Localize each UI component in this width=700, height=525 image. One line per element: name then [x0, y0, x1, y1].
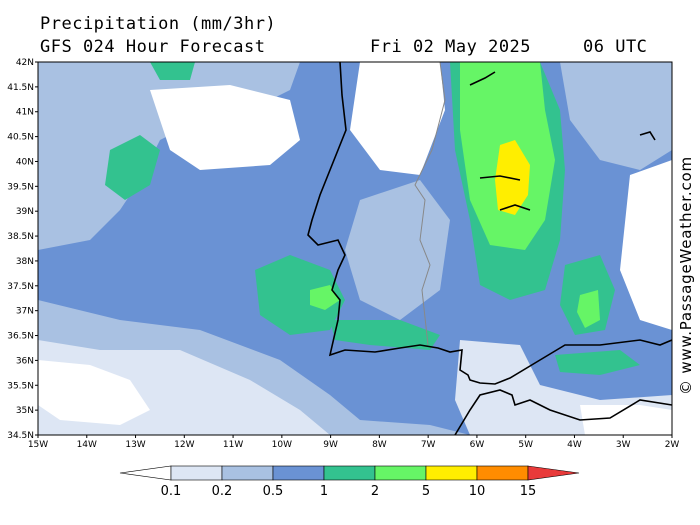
field-bright-green-se — [577, 290, 600, 328]
field-green-west — [105, 135, 160, 200]
precipitation-legend: 0.1 0.2 0.5 1 2 5 10 15 — [119, 465, 580, 499]
legend-label: 15 — [520, 484, 537, 499]
lat-tick-label: 35.5N — [7, 381, 34, 391]
map-title: Precipitation (mm/3hr) — [40, 14, 277, 34]
field-green-nw — [150, 62, 195, 80]
lat-tick-label: 36N — [16, 356, 34, 366]
field-green-alboran — [555, 350, 640, 375]
legend-swatch — [476, 465, 529, 481]
lat-tick-label: 40.5N — [7, 133, 34, 143]
lat-tick-label: 42N — [16, 58, 34, 68]
field-white-east — [620, 160, 672, 330]
legend-swatch — [425, 465, 478, 481]
lon-tick-label: 3W — [616, 440, 631, 450]
lon-tick-label: 10W — [272, 440, 292, 450]
lon-tick-label: 7W — [421, 440, 436, 450]
lon-tick-label: 14W — [77, 440, 97, 450]
forecast-date: Fri 02 May 2025 — [370, 37, 532, 57]
forecast-time: 06 UTC — [583, 37, 648, 57]
coast-islet-east — [639, 131, 656, 141]
legend-label: 0.1 — [161, 484, 182, 499]
field-white-north — [150, 85, 300, 170]
lon-tick-label: 12W — [174, 440, 194, 450]
lat-tick-label: 37.5N — [7, 282, 34, 292]
lon-tick-label: 6W — [470, 440, 485, 450]
field-white-northeast — [350, 62, 445, 175]
lon-tick-label: 8W — [372, 440, 387, 450]
lon-tick-label: 15W — [28, 440, 48, 450]
plot-frame — [37, 61, 673, 436]
river-tagus — [479, 175, 521, 181]
legend-label: 0.2 — [212, 484, 233, 499]
river-douro — [469, 71, 496, 86]
lon-tick-label: 4W — [567, 440, 582, 450]
lon-tick-label: 13W — [125, 440, 145, 450]
field-white-sw — [38, 360, 150, 425]
lon-tick-label: 9W — [323, 440, 338, 450]
morocco-coastline — [454, 389, 672, 435]
legend-swatch — [323, 465, 376, 481]
lat-tick-label: 40N — [16, 157, 34, 167]
field-yellow-core — [495, 140, 530, 215]
legend-label: 0.5 — [263, 484, 284, 499]
coastlines — [307, 62, 672, 435]
lat-tick-label: 38N — [16, 257, 34, 267]
site-credit: © www.PassageWeather.com — [677, 156, 695, 395]
legend-swatch-over — [527, 465, 580, 481]
lat-tick-label: 41.5N — [7, 83, 34, 93]
field-white-se-sea — [580, 405, 672, 435]
lat-tick-label: 39N — [16, 207, 34, 217]
lat-tick-label: 36.5N — [7, 332, 34, 342]
field-green-strait — [330, 320, 440, 350]
legend-swatch — [221, 465, 274, 481]
legend-swatch-under — [119, 465, 172, 481]
field-green-center — [255, 255, 345, 335]
legend-label: 2 — [371, 484, 379, 499]
lat-tick-label: 39.5N — [7, 182, 34, 192]
legend-label: 10 — [469, 484, 486, 499]
forecast-subtitle: GFS 024 Hour Forecast — [40, 37, 266, 57]
legend-label: 5 — [422, 484, 430, 499]
legend-label: 1 — [320, 484, 328, 499]
longitude-axis: 15W 14W 13W 12W 11W 10W 9W 8W 7W 6W 5W 4W 3W 2W — [28, 435, 680, 450]
river-guadiana — [499, 204, 531, 211]
lon-tick-label: 5W — [518, 440, 533, 450]
lat-tick-label: 34.5N — [7, 431, 34, 441]
lat-tick-label: 41N — [16, 108, 34, 118]
lat-tick-label: 38.5N — [7, 232, 34, 242]
precipitation-field — [38, 62, 672, 435]
lat-tick-label: 37N — [16, 307, 34, 317]
legend-swatch — [272, 465, 325, 481]
latitude-axis: 42N 41.5N 41N 40.5N 40N 39.5N 39N 38.5N 38N 37.5N… — [7, 58, 38, 441]
lat-tick-label: 35N — [16, 406, 34, 416]
legend-swatch — [170, 465, 223, 481]
field-light-blue-east — [560, 62, 672, 170]
iberia-coastline — [307, 62, 672, 385]
spain-portugal-border — [414, 62, 446, 346]
legend-swatch — [374, 465, 427, 481]
lon-tick-label: 11W — [223, 440, 243, 450]
lon-tick-label: 2W — [665, 440, 680, 450]
